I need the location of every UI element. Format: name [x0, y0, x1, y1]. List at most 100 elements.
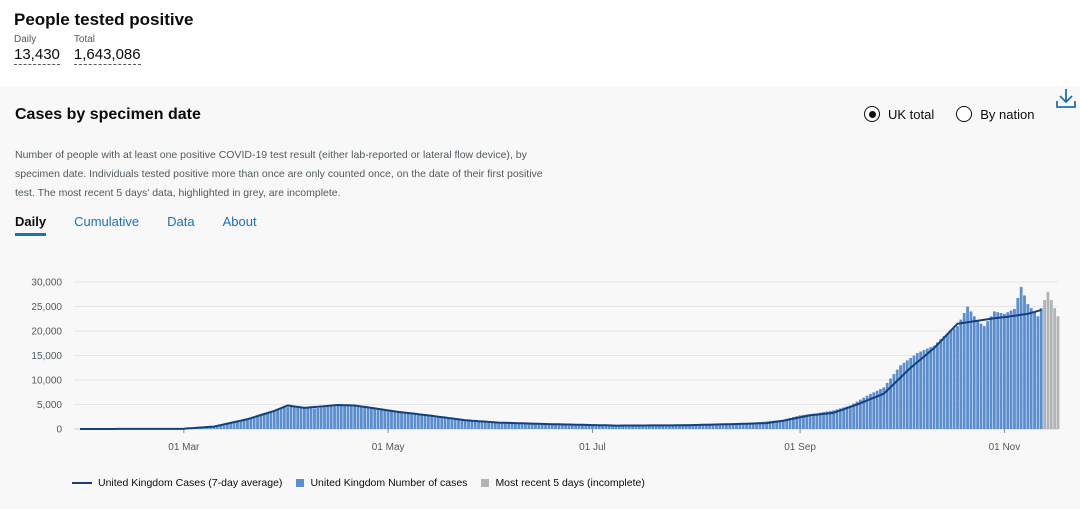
case-bar	[236, 421, 239, 429]
case-bar	[627, 425, 631, 429]
kpi-daily-value[interactable]: 13,430	[14, 46, 60, 65]
case-bar	[832, 410, 835, 429]
y-tick-label: 0	[56, 425, 62, 436]
case-bar	[272, 410, 276, 429]
legend-item-incomplete: Most recent 5 days (incomplete)	[481, 477, 645, 489]
tab-about[interactable]: About	[222, 214, 257, 229]
legend-item-cases: United Kingdom Number of cases	[296, 477, 467, 489]
case-bar	[587, 424, 591, 429]
card-description: Number of people with at least one posit…	[15, 149, 543, 199]
kpi-total-label: Total	[73, 34, 96, 45]
case-bar	[936, 342, 939, 429]
case-bar	[621, 425, 624, 429]
radio-uk-total[interactable]: UK total	[864, 106, 934, 122]
case-bar	[828, 410, 832, 429]
case-bar	[601, 425, 604, 429]
case-bar	[259, 415, 263, 429]
case-bar	[631, 425, 635, 429]
case-bar	[517, 423, 521, 429]
radio-by-nation[interactable]: By nation	[956, 106, 1034, 122]
tab-cumulative[interactable]: Cumulative	[74, 214, 140, 229]
case-bar	[748, 423, 752, 429]
x-tick-label: 01 Mar	[168, 442, 200, 453]
case-bar	[503, 422, 507, 429]
case-bar	[952, 328, 956, 429]
case-bar	[393, 410, 397, 429]
kpi-row: Daily 13,430 Total 1,643,086	[14, 34, 194, 65]
case-bar	[992, 311, 996, 429]
chart-tabs: Daily Cumulative Data About	[15, 214, 257, 236]
case-bar	[637, 425, 641, 429]
case-bar	[617, 425, 621, 429]
tab-data[interactable]: Data	[167, 214, 195, 229]
case-bar	[641, 425, 645, 429]
case-bar	[299, 406, 303, 429]
case-bar	[889, 378, 892, 429]
case-bar	[818, 412, 822, 429]
case-bar	[433, 415, 437, 429]
x-tick-label: 01 May	[372, 442, 405, 453]
case-bar	[500, 422, 504, 429]
case-bar	[658, 425, 661, 429]
card-title: Cases by specimen date	[15, 106, 201, 123]
case-bar	[768, 421, 772, 429]
case-bar	[792, 417, 795, 429]
headline-title: People tested positive	[14, 10, 194, 29]
legend-line-swatch	[72, 482, 92, 484]
case-bar	[413, 413, 417, 429]
tab-daily[interactable]: Daily	[15, 214, 47, 236]
kpi-total-value[interactable]: 1,643,086	[73, 46, 141, 65]
case-bar	[1009, 310, 1013, 429]
y-tick-label: 15,000	[31, 351, 62, 362]
case-bar	[540, 423, 544, 429]
case-bar	[373, 407, 377, 429]
case-bar	[738, 423, 742, 429]
case-bar	[902, 362, 906, 429]
legend-incomplete-swatch	[481, 479, 490, 487]
case-bar	[925, 348, 929, 429]
case-bar	[805, 414, 809, 429]
case-bar	[239, 420, 243, 429]
case-bar	[788, 417, 792, 429]
case-bar	[1033, 312, 1036, 429]
case-bar	[905, 360, 909, 429]
case-bar	[219, 424, 223, 429]
case-bar	[775, 420, 779, 429]
case-bar	[554, 424, 558, 429]
case-bar	[942, 335, 946, 429]
case-bar	[808, 414, 812, 429]
y-tick-label: 20,000	[31, 327, 62, 338]
y-tick-label: 5,000	[37, 400, 62, 411]
case-bar	[574, 424, 578, 429]
case-bar	[296, 405, 300, 429]
case-bar	[580, 424, 584, 429]
kpi-total: Total 1,643,086	[73, 34, 141, 65]
case-bar	[915, 353, 919, 429]
case-bar	[651, 425, 655, 429]
case-bar	[323, 407, 326, 429]
case-bar	[269, 411, 273, 429]
download-icon[interactable]	[1054, 86, 1078, 110]
case-bar	[591, 425, 594, 429]
case-bar	[363, 406, 367, 429]
case-bar	[282, 407, 286, 429]
case-bar	[1003, 313, 1006, 429]
case-bar	[383, 409, 387, 429]
case-bar	[567, 424, 571, 429]
case-bar	[396, 411, 400, 429]
incomplete-bar	[1056, 316, 1060, 429]
case-bar	[708, 423, 712, 429]
chart-legend: United Kingdom Cases (7-day average) Uni…	[72, 477, 645, 489]
case-bar	[855, 401, 859, 429]
case-bar	[614, 425, 618, 429]
case-bar	[306, 407, 310, 429]
legend-bar-swatch	[296, 479, 305, 487]
case-bar	[430, 415, 434, 429]
case-bar	[256, 416, 259, 429]
case-bar	[885, 382, 889, 429]
case-bar	[862, 397, 866, 429]
x-tick-label: 01 Sep	[784, 442, 816, 453]
case-bar	[956, 326, 959, 429]
case-bar	[1039, 308, 1043, 429]
case-bar	[671, 424, 675, 429]
